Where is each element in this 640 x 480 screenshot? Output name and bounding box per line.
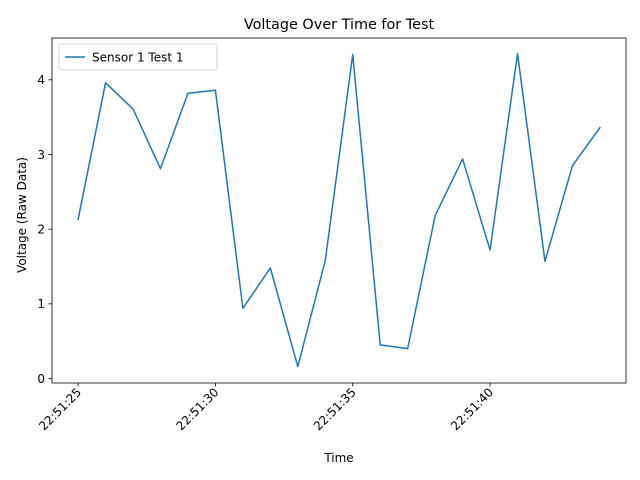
y-tick-label: 3 (37, 148, 45, 162)
y-tick-label: 2 (37, 222, 45, 236)
legend-box (58, 43, 218, 71)
legend-entry-label: Sensor 1 Test 1 (92, 50, 183, 64)
y-tick-label: 0 (37, 372, 45, 386)
axes-frame (51, 37, 627, 384)
y-axis-label: Voltage (Raw Data) (15, 157, 29, 273)
y-tick-label: 4 (37, 73, 45, 87)
x-axis-label: Time (323, 451, 353, 465)
series-line-0 (77, 52, 601, 368)
chart-title: Voltage Over Time for Test (244, 17, 435, 33)
y-tick-label: 1 (37, 297, 45, 311)
